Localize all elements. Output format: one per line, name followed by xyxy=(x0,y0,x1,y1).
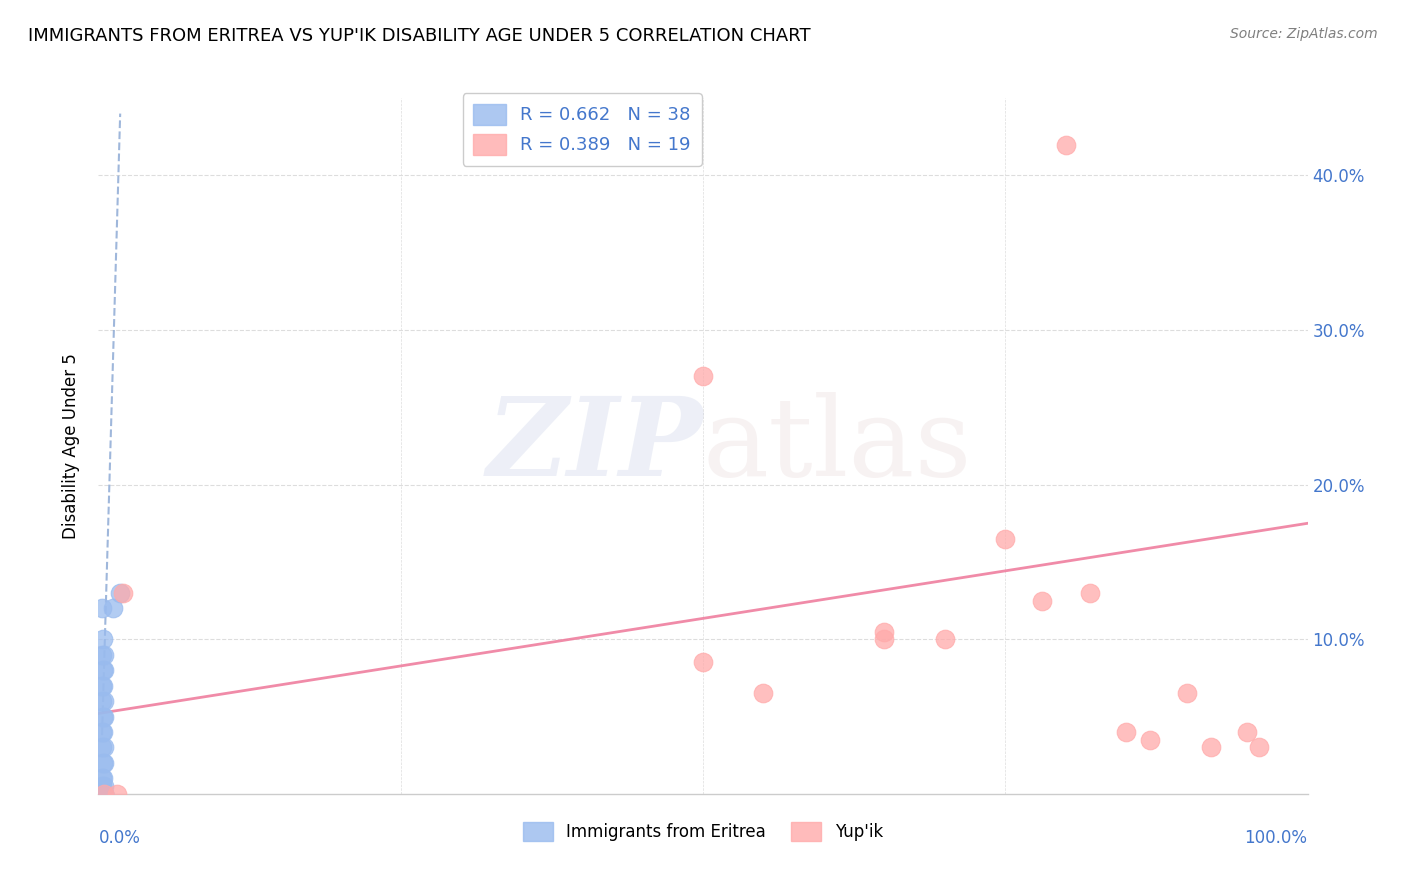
Point xyxy=(93,787,115,801)
Point xyxy=(93,648,115,662)
Point xyxy=(91,779,114,793)
Point xyxy=(1054,137,1077,152)
Point xyxy=(91,787,114,801)
Point xyxy=(91,787,114,801)
Point xyxy=(91,787,114,801)
Legend: Immigrants from Eritrea, Yup'ik: Immigrants from Eritrea, Yup'ik xyxy=(516,815,890,848)
Point xyxy=(1175,686,1198,700)
Point xyxy=(91,648,114,662)
Text: IMMIGRANTS FROM ERITREA VS YUP'IK DISABILITY AGE UNDER 5 CORRELATION CHART: IMMIGRANTS FROM ERITREA VS YUP'IK DISABI… xyxy=(28,27,811,45)
Point xyxy=(93,740,115,755)
Point xyxy=(91,756,114,770)
Y-axis label: Disability Age Under 5: Disability Age Under 5 xyxy=(62,353,80,539)
Point xyxy=(91,694,114,708)
Point xyxy=(752,686,775,700)
Point xyxy=(93,787,115,801)
Point xyxy=(93,787,115,801)
Text: 100.0%: 100.0% xyxy=(1244,829,1308,847)
Point xyxy=(108,586,131,600)
Point xyxy=(105,787,128,801)
Point xyxy=(93,663,115,677)
Point xyxy=(91,725,114,739)
Point xyxy=(873,624,896,639)
Point xyxy=(93,779,115,793)
Point xyxy=(91,787,114,801)
Point xyxy=(1249,740,1271,755)
Point xyxy=(93,709,115,723)
Point xyxy=(1115,725,1137,739)
Point xyxy=(91,663,114,677)
Point xyxy=(91,787,114,801)
Point xyxy=(1031,593,1053,607)
Point xyxy=(111,586,134,600)
Point xyxy=(934,632,956,647)
Text: 0.0%: 0.0% xyxy=(98,829,141,847)
Point xyxy=(692,369,714,384)
Point xyxy=(1199,740,1222,755)
Point xyxy=(91,787,114,801)
Point xyxy=(93,756,115,770)
Point xyxy=(91,772,114,786)
Text: Source: ZipAtlas.com: Source: ZipAtlas.com xyxy=(1230,27,1378,41)
Point xyxy=(994,532,1017,546)
Point xyxy=(91,787,114,801)
Point xyxy=(1078,586,1101,600)
Point xyxy=(91,787,114,801)
Point xyxy=(91,725,114,739)
Point xyxy=(93,787,115,801)
Point xyxy=(93,694,115,708)
Point xyxy=(692,656,714,670)
Point xyxy=(1236,725,1258,739)
Point xyxy=(91,787,114,801)
Text: atlas: atlas xyxy=(703,392,973,500)
Point xyxy=(873,632,896,647)
Point xyxy=(101,601,124,615)
Point xyxy=(91,772,114,786)
Text: ZIP: ZIP xyxy=(486,392,703,500)
Point xyxy=(91,679,114,693)
Point xyxy=(91,740,114,755)
Point xyxy=(1139,732,1161,747)
Point xyxy=(93,787,115,801)
Point xyxy=(91,787,114,801)
Point xyxy=(91,601,114,615)
Point xyxy=(91,679,114,693)
Point xyxy=(91,632,114,647)
Point xyxy=(91,709,114,723)
